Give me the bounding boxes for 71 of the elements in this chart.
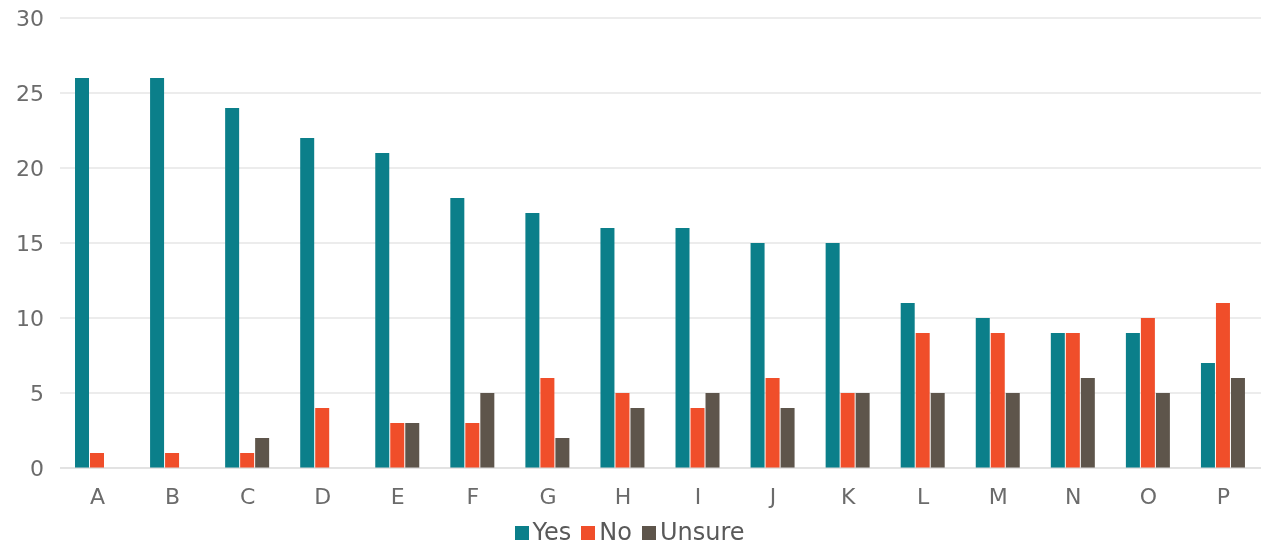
y-tick-label: 25	[16, 80, 44, 106]
bar	[1005, 393, 1020, 468]
bar	[1125, 333, 1140, 468]
x-tick-label: E	[390, 483, 405, 509]
legend-label: No	[599, 518, 632, 546]
bar	[1050, 333, 1065, 468]
bar	[90, 453, 105, 468]
legend-label: Unsure	[659, 518, 745, 546]
x-tick-label: N	[1065, 483, 1082, 509]
x-tick-label: I	[694, 483, 702, 509]
bar	[675, 228, 690, 468]
bar	[390, 423, 405, 468]
bar	[165, 453, 180, 468]
bar	[540, 378, 555, 468]
x-tick-label: A	[90, 483, 106, 509]
bar	[255, 438, 270, 468]
bar	[1200, 363, 1215, 468]
bar	[855, 393, 870, 468]
x-tick-label: P	[1216, 483, 1231, 509]
bar	[615, 393, 630, 468]
bar	[1080, 378, 1095, 468]
y-tick-label: 10	[16, 305, 44, 331]
x-tick-label: K	[840, 483, 856, 509]
y-tick-label: 15	[16, 230, 44, 256]
bar	[225, 108, 240, 468]
bar	[690, 408, 705, 468]
bar	[630, 408, 645, 468]
x-tick-label: C	[239, 483, 256, 509]
bar	[930, 393, 945, 468]
y-tick-label: 30	[16, 5, 44, 31]
bar	[750, 243, 765, 468]
bar	[780, 408, 795, 468]
bar	[1155, 393, 1170, 468]
bar	[465, 423, 480, 468]
bar	[1230, 378, 1245, 468]
bar	[600, 228, 615, 468]
bar	[555, 438, 570, 468]
x-tick-label: D	[314, 483, 332, 509]
x-tick-label: B	[165, 483, 181, 509]
bar	[75, 78, 90, 468]
bar	[240, 453, 255, 468]
bar	[900, 303, 915, 468]
bar	[450, 198, 465, 468]
bar	[150, 78, 165, 468]
bar	[1215, 303, 1230, 468]
x-tick-label: M	[988, 483, 1008, 509]
bar	[525, 213, 540, 468]
y-tick-label: 0	[30, 455, 44, 481]
bar	[990, 333, 1005, 468]
x-tick-label: G	[539, 483, 557, 509]
x-tick-label: L	[917, 483, 931, 509]
bar	[1140, 318, 1155, 468]
x-tick-label: J	[767, 483, 777, 509]
bar	[705, 393, 720, 468]
bar	[405, 423, 420, 468]
bar	[300, 138, 315, 468]
y-tick-label: 5	[30, 380, 44, 406]
bar	[315, 408, 330, 468]
bar	[915, 333, 930, 468]
bar	[765, 378, 780, 468]
y-tick-label: 20	[16, 155, 44, 181]
legend-label: Yes	[532, 518, 572, 546]
bar	[480, 393, 495, 468]
x-tick-label: H	[614, 483, 632, 509]
bar	[375, 153, 390, 468]
bar	[840, 393, 855, 468]
bar	[975, 318, 990, 468]
bar	[1065, 333, 1080, 468]
bar	[825, 243, 840, 468]
x-tick-label: O	[1139, 483, 1158, 509]
x-tick-label: F	[466, 483, 480, 509]
